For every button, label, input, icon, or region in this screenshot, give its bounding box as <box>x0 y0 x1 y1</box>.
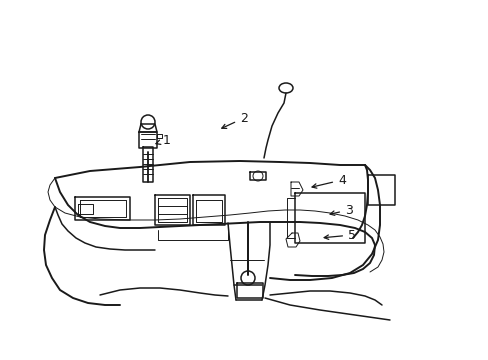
Text: 3: 3 <box>329 203 352 216</box>
Text: 5: 5 <box>324 229 355 242</box>
Text: 1: 1 <box>156 134 170 147</box>
Text: 2: 2 <box>222 112 247 129</box>
Text: 4: 4 <box>311 174 345 188</box>
